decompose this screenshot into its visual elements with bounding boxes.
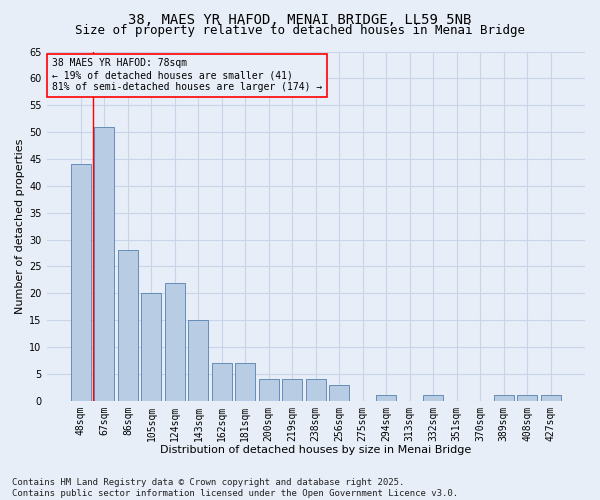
Bar: [188, 320, 208, 400]
Bar: [118, 250, 138, 400]
Text: Contains HM Land Registry data © Crown copyright and database right 2025.
Contai: Contains HM Land Registry data © Crown c…: [12, 478, 458, 498]
Bar: [517, 396, 537, 400]
Bar: [94, 126, 115, 400]
Bar: [283, 379, 302, 400]
Bar: [376, 396, 396, 400]
Text: 38, MAES YR HAFOD, MENAI BRIDGE, LL59 5NB: 38, MAES YR HAFOD, MENAI BRIDGE, LL59 5N…: [128, 12, 472, 26]
Text: 38 MAES YR HAFOD: 78sqm
← 19% of detached houses are smaller (41)
81% of semi-de: 38 MAES YR HAFOD: 78sqm ← 19% of detache…: [52, 58, 322, 92]
Text: Size of property relative to detached houses in Menai Bridge: Size of property relative to detached ho…: [75, 24, 525, 37]
Bar: [235, 363, 256, 401]
Y-axis label: Number of detached properties: Number of detached properties: [15, 138, 25, 314]
Bar: [71, 164, 91, 400]
Bar: [423, 396, 443, 400]
Bar: [306, 379, 326, 400]
Bar: [165, 282, 185, 401]
Bar: [329, 384, 349, 400]
Bar: [212, 363, 232, 401]
Bar: [142, 294, 161, 401]
Bar: [541, 396, 560, 400]
X-axis label: Distribution of detached houses by size in Menai Bridge: Distribution of detached houses by size …: [160, 445, 472, 455]
Bar: [494, 396, 514, 400]
Bar: [259, 379, 279, 400]
